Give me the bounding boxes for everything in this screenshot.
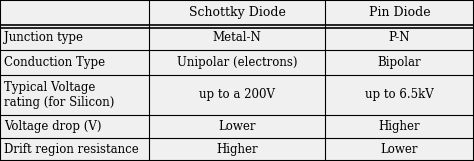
Text: up to a 200V: up to a 200V xyxy=(199,89,275,101)
Text: Voltage drop (V): Voltage drop (V) xyxy=(4,120,101,133)
Text: up to 6.5kV: up to 6.5kV xyxy=(365,89,434,101)
Text: Drift region resistance: Drift region resistance xyxy=(4,143,138,156)
Text: Bipolar: Bipolar xyxy=(377,56,421,69)
Text: Junction type: Junction type xyxy=(4,31,83,44)
Text: Typical Voltage
rating (for Silicon): Typical Voltage rating (for Silicon) xyxy=(4,81,114,109)
Text: Higher: Higher xyxy=(216,143,258,156)
Text: Schottky Diode: Schottky Diode xyxy=(189,6,285,19)
Text: Lower: Lower xyxy=(381,143,418,156)
Text: Higher: Higher xyxy=(379,120,420,133)
Text: Unipolar (electrons): Unipolar (electrons) xyxy=(177,56,297,69)
Text: Lower: Lower xyxy=(218,120,256,133)
Text: P-N: P-N xyxy=(389,31,410,44)
Text: Conduction Type: Conduction Type xyxy=(4,56,105,69)
Text: Pin Diode: Pin Diode xyxy=(368,6,430,19)
Text: Metal-N: Metal-N xyxy=(213,31,261,44)
